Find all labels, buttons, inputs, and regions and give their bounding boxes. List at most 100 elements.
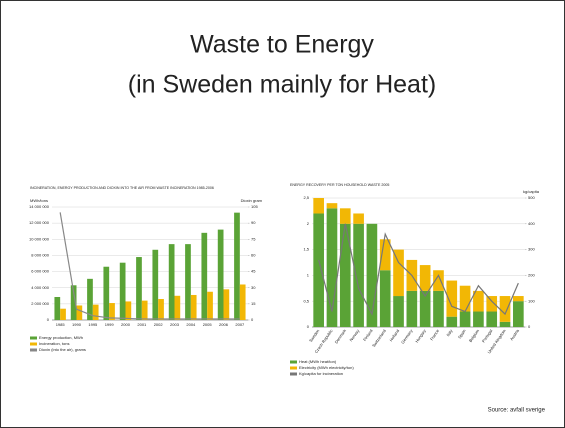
line [318,223,519,316]
bar [419,290,431,327]
bar [168,244,175,320]
bar [486,311,498,327]
y-tick-label: 12 000 000 [29,220,50,225]
legend-label: Heat (MWh heat/ton) [299,359,337,364]
bar [190,294,197,320]
legend-label: Electricity (MWh electricity/ton) [299,365,354,370]
y2-tick-label: 15 [251,301,256,306]
y2-tick-label: 0 [251,317,254,322]
legend-label: Dioxin (into the air), grams [39,347,86,352]
y2-tick-label: 500 [528,195,535,200]
x-tick-label: Austria [509,328,521,342]
bar [473,311,484,327]
bar [499,296,511,322]
bar [446,280,458,317]
bar [393,296,404,327]
bar [125,301,132,320]
x-tick-label: Spain [457,328,467,339]
legend-swatch [290,366,297,370]
bar [136,257,142,320]
y-tick-label: 8 000 000 [31,252,50,257]
bar [223,289,230,320]
legend-swatch [290,360,297,364]
slide-title: Waste to Energy [190,31,374,59]
x-tick-label: 2007 [235,322,245,327]
bar [433,270,444,291]
x-tick-label: 2001 [137,322,147,327]
x-tick-label: 2003 [170,322,180,327]
legend-label: Incineration, tons [39,341,69,346]
bar [201,232,208,320]
bar [234,212,240,320]
slide-subtitle: (in Sweden mainly for Heat) [128,71,436,99]
bar [446,316,458,327]
legend-label: Kg/capita for incineration [299,371,343,376]
y2-tick-label: 400 [528,221,535,226]
bar [473,290,484,312]
x-tick-label: 2004 [186,322,196,327]
y2-tick-label: 200 [528,272,535,277]
bar [119,262,126,320]
legend-swatch [290,372,297,376]
y2-tick-label: 75 [251,236,256,241]
bar [152,249,159,320]
y-tick-label: 0 [307,324,310,329]
chart-title: INCINERATION, ENERGY PRODUCTION AND DIOX… [30,186,214,190]
legend-swatch [30,336,37,340]
bar [141,300,148,320]
bar [313,198,324,214]
legend-label: Energy production, MWh [39,335,83,340]
y-tick-label: 2 000 000 [31,301,50,306]
bar [76,305,83,320]
x-tick-label: 1995 [88,322,98,327]
x-tick-label: 2000 [121,322,131,327]
bar [339,223,351,327]
x-tick-label: 2006 [219,322,229,327]
bar [339,208,351,224]
bar [54,296,61,320]
y-tick-label: 2 [307,221,310,226]
bar [87,278,93,320]
bar [92,304,99,320]
bar [103,266,110,320]
x-tick-label: Finland [362,328,374,342]
bar [366,223,378,327]
y-tick-label: 1,5 [303,247,309,252]
bar [379,239,391,271]
bar [513,296,524,302]
y2-axis-label: Dioxin gram [241,198,263,203]
bar [486,296,498,312]
y2-axis-label: kg/capita [523,189,540,194]
bar [217,229,224,320]
y2-tick-label: 45 [251,269,256,274]
y-axis-label: MWh/tons [30,198,48,203]
y2-tick-label: 100 [528,298,535,303]
bar [185,244,191,320]
bar [513,301,524,327]
bar [158,299,164,320]
bar [326,203,338,209]
bar [60,308,66,320]
y2-tick-label: 105 [251,204,258,209]
x-tick-label: Holland [388,328,400,342]
bar [70,285,77,320]
bar [353,223,364,327]
source: Source: avfall sverige [488,408,546,414]
bar [459,311,471,327]
y2-tick-label: 0 [528,324,531,329]
chart-title: ENERGY RECOVERY PER TON HOUSEHOLD WASTE … [290,183,389,187]
y-tick-label: 6 000 000 [31,269,50,274]
x-tick-label: Italy [445,328,453,337]
y-tick-label: 0 [47,317,50,322]
bar [174,295,181,320]
bar [207,291,213,320]
x-tick-label: 1990 [72,322,82,327]
bar [499,321,511,327]
bar [109,303,115,320]
bar [419,265,431,291]
x-tick-label: 2002 [154,322,164,327]
y2-tick-label: 90 [251,220,256,225]
y-tick-label: 4 000 000 [31,285,50,290]
